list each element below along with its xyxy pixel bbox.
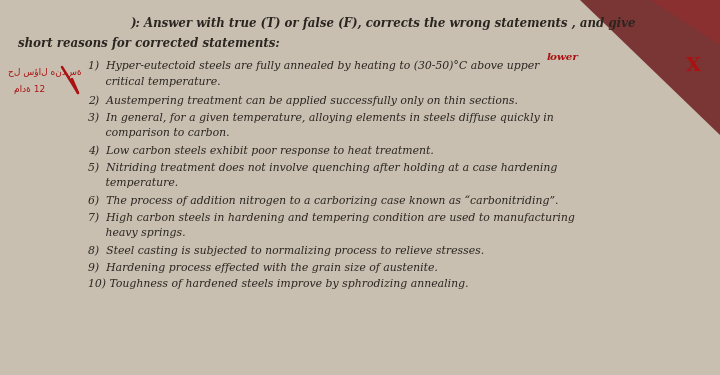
Polygon shape	[580, 0, 720, 135]
Text: حل سؤال هندسة: حل سؤال هندسة	[8, 67, 81, 76]
Text: 9)  Hardening process effected with the grain size of austenite.: 9) Hardening process effected with the g…	[88, 262, 438, 273]
Text: 5)  Nitriding treatment does not involve quenching after holding at a case harde: 5) Nitriding treatment does not involve …	[88, 162, 557, 172]
Text: short reasons for corrected statements:: short reasons for corrected statements:	[18, 37, 280, 50]
Text: critical temperature.: critical temperature.	[88, 77, 220, 87]
Text: 3)  In general, for a given temperature, alloying elements in steels diffuse qui: 3) In general, for a given temperature, …	[88, 112, 554, 123]
Text: lower: lower	[547, 53, 579, 62]
Text: 6)  The process of addition nitrogen to a carborizing case known as “carbonitrid: 6) The process of addition nitrogen to a…	[88, 195, 559, 206]
Text: مادة 12: مادة 12	[14, 85, 45, 94]
Text: 8)  Steel casting is subjected to normalizing process to relieve stresses.: 8) Steel casting is subjected to normali…	[88, 245, 485, 256]
Text: comparison to carbon.: comparison to carbon.	[88, 128, 230, 138]
Text: temperature.: temperature.	[88, 178, 179, 188]
Polygon shape	[650, 0, 720, 45]
Text: X: X	[686, 57, 701, 75]
Text: 1)  Hyper-eutectoid steels are fully annealed by heating to (30-50)°C above uppe: 1) Hyper-eutectoid steels are fully anne…	[88, 60, 539, 71]
Text: 7)  High carbon steels in hardening and tempering condition are used to manufact: 7) High carbon steels in hardening and t…	[88, 212, 575, 223]
Text: 4)  Low carbon steels exhibit poor response to heat treatment.: 4) Low carbon steels exhibit poor respon…	[88, 145, 434, 156]
Text: 2)  Austempering treatment can be applied successfully only on thin sections.: 2) Austempering treatment can be applied…	[88, 95, 518, 106]
Text: 10) Toughness of hardened steels improve by sphrodizing annealing.: 10) Toughness of hardened steels improve…	[88, 278, 469, 289]
Text: heavy springs.: heavy springs.	[88, 228, 186, 238]
Text: ): Answer with true (T) or false (F), corrects the wrong statements , and give: ): Answer with true (T) or false (F), co…	[130, 17, 636, 30]
